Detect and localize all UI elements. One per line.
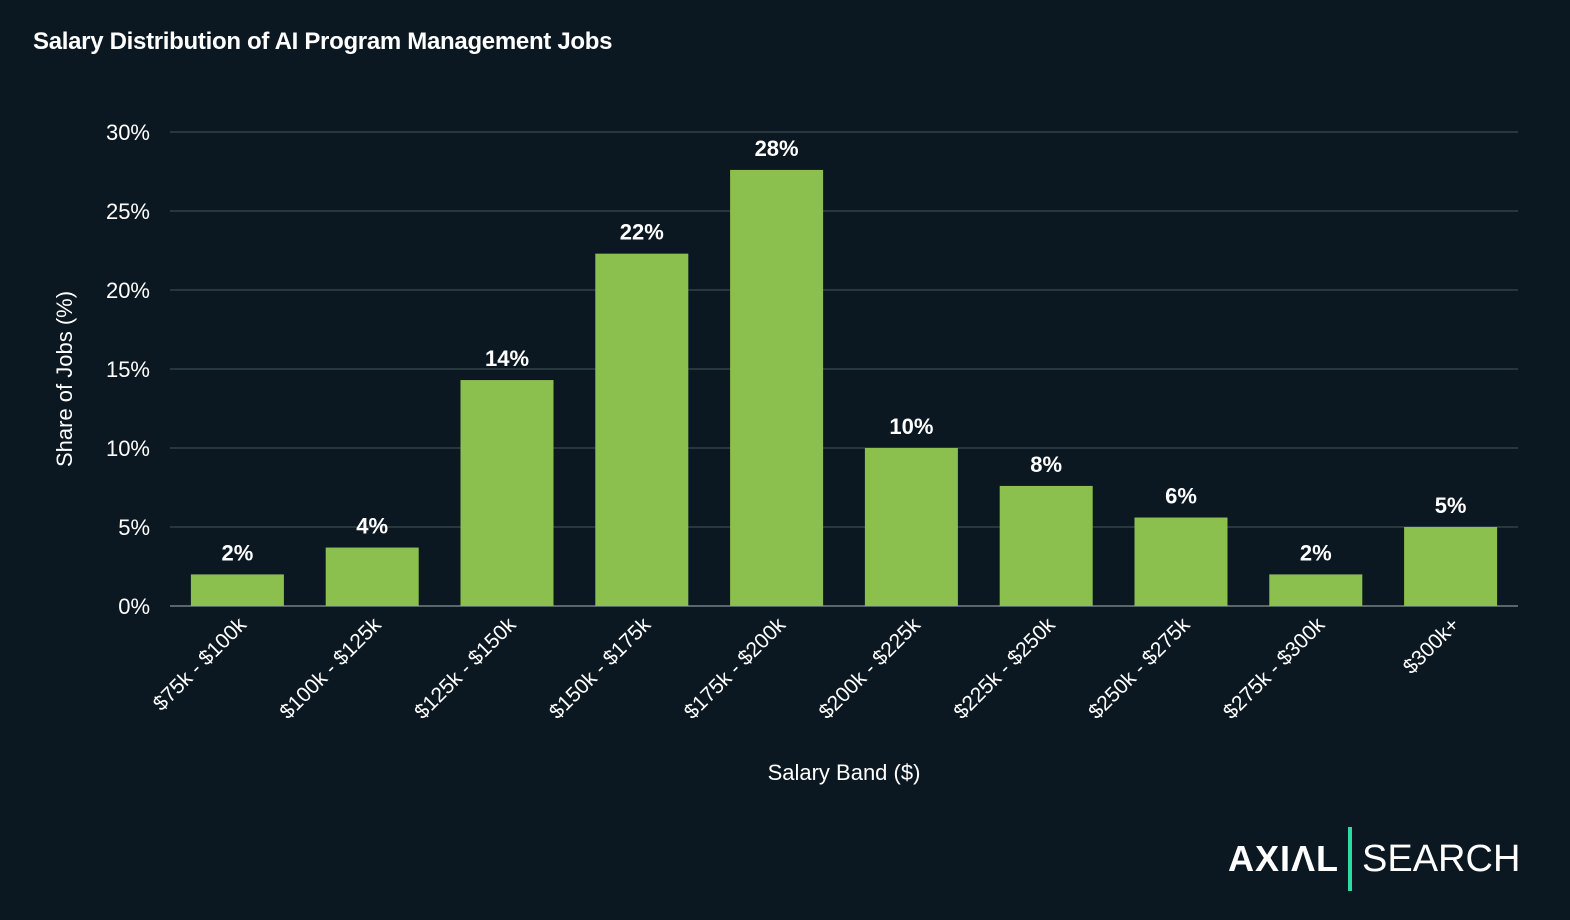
y-tick-label: 30% [106,120,150,145]
y-tick-label: 5% [118,515,150,540]
bar [730,169,824,607]
data-label: 6% [1165,484,1197,509]
x-tick-label: $75k - $100k [149,613,251,715]
logo-divider [1348,827,1353,891]
data-label: 28% [755,136,799,161]
bar [864,448,958,606]
x-tick-label: $300k+ [1399,613,1464,678]
y-axis-label: Share of Jobs (%) [52,291,77,467]
logo-axial-text: AXIΛL [1228,838,1340,879]
data-label: 8% [1030,452,1062,477]
chart-title: Salary Distribution of AI Program Manage… [33,28,613,55]
data-label: 14% [485,346,529,371]
x-tick-label: $175k - $200k [680,613,791,724]
data-label: 22% [620,220,664,245]
y-tick-label: 10% [106,436,150,461]
y-tick-label: 0% [118,594,150,619]
bar [1269,574,1363,606]
x-tick-label: $125k - $150k [410,613,521,724]
data-label: 2% [222,540,254,565]
y-tick-label: 20% [106,278,150,303]
x-tick-label: $250k - $275k [1084,613,1195,724]
bar [190,574,284,606]
data-label: 10% [889,414,933,439]
y-tick-label: 15% [106,357,150,382]
data-label: 2% [1300,540,1332,565]
bar [595,253,689,606]
bar [1134,517,1228,606]
bar [999,485,1093,606]
x-tick-label: $150k - $175k [545,613,656,724]
data-label: 5% [1435,493,1467,518]
logo-search-text: SEARCH [1362,837,1521,880]
axial-search-logo: AXIΛL SEARCH [1228,826,1520,892]
x-tick-label: $275k - $300k [1219,613,1330,724]
x-tick-label: $225k - $250k [949,613,1060,724]
x-axis-label: Salary Band ($) [768,760,921,785]
bar [1404,527,1498,606]
bar [325,547,419,606]
bar [460,380,554,606]
x-tick-label: $200k - $225k [815,613,926,724]
data-label: 4% [356,514,388,539]
y-tick-label: 25% [106,199,150,224]
x-tick-label: $100k - $125k [275,613,386,724]
